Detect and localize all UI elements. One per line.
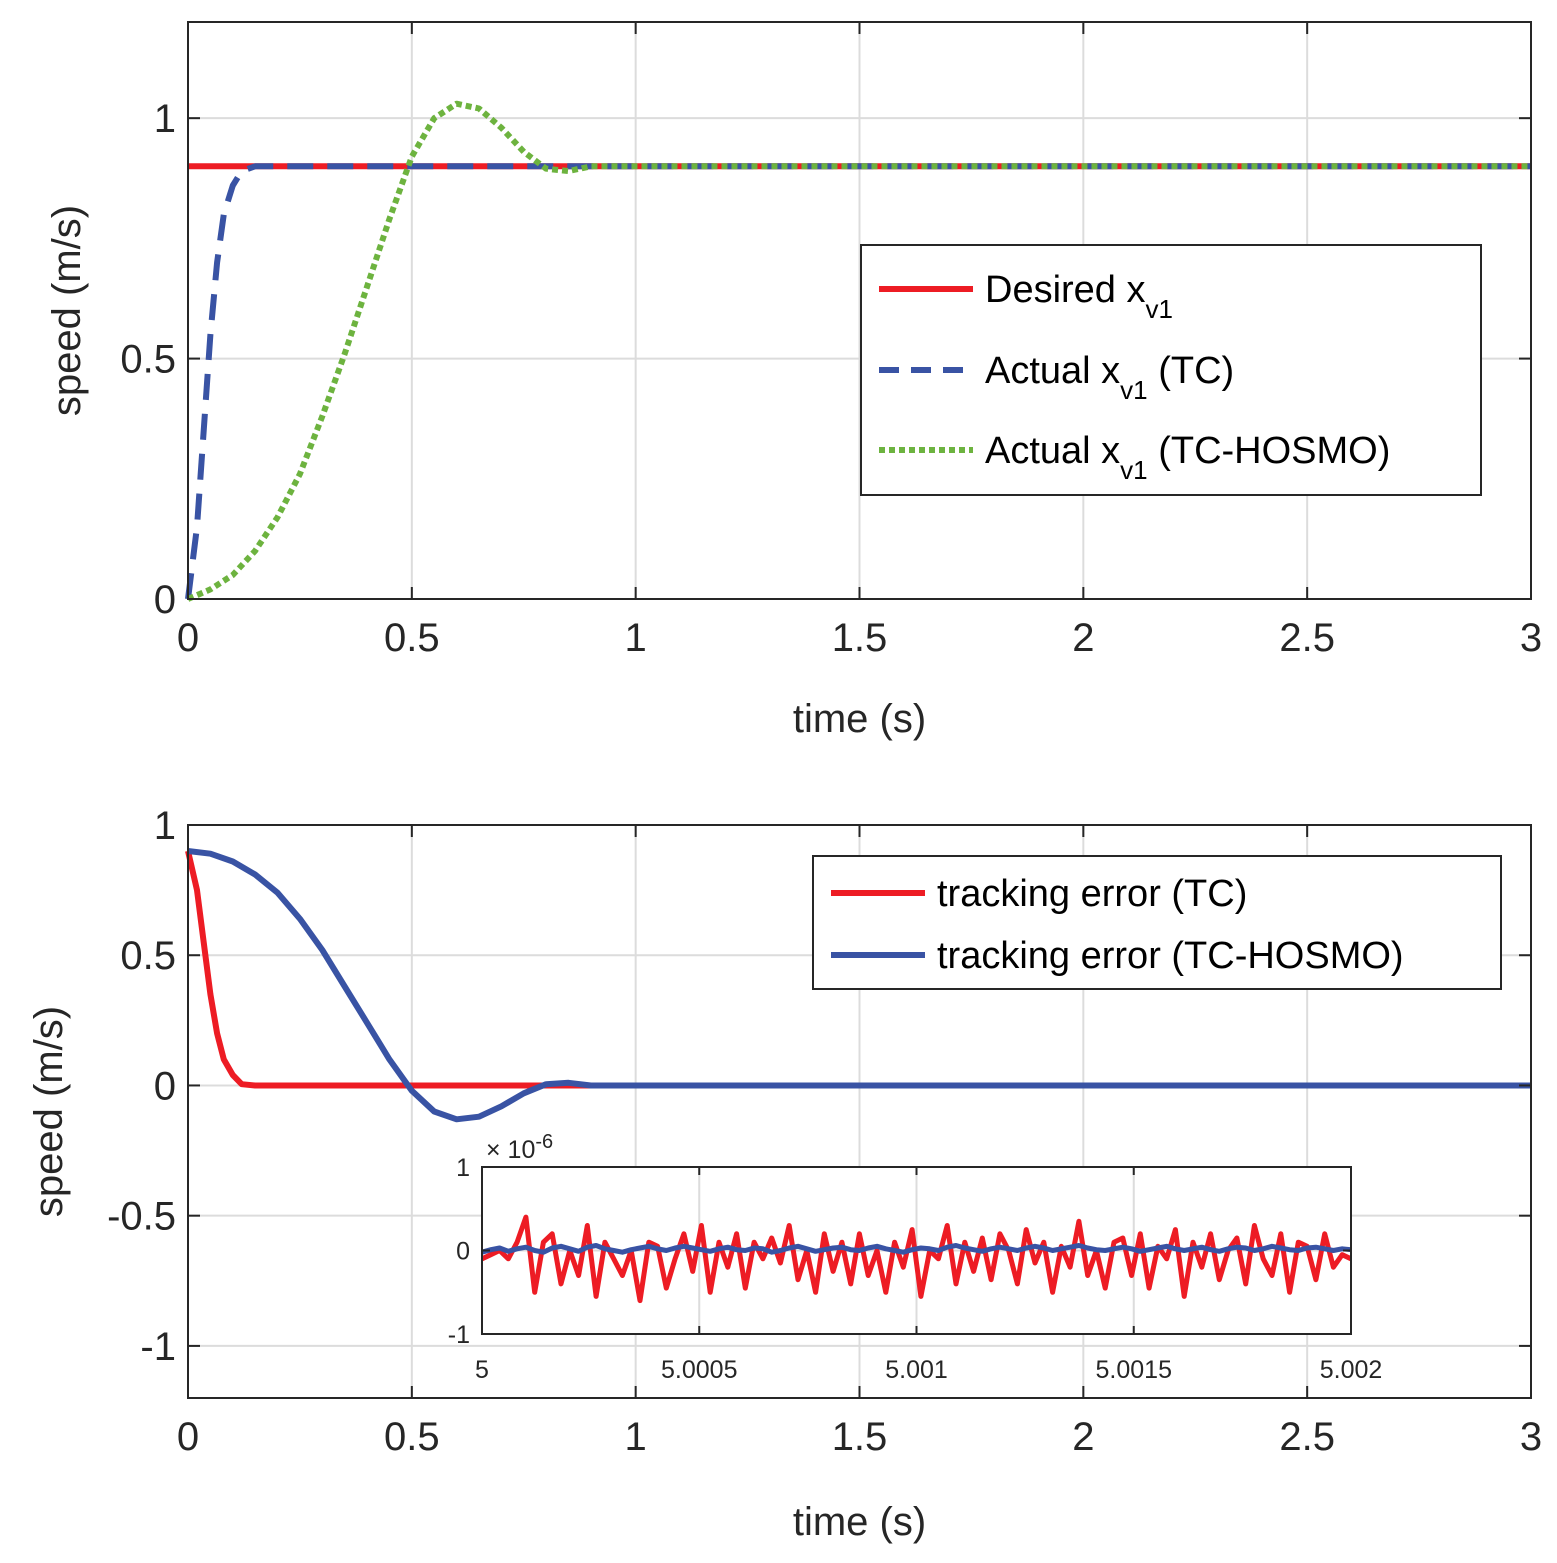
x-tick-label: 0.5 — [384, 616, 440, 660]
x-tick-label: 2 — [1072, 1415, 1094, 1459]
x-tick-label: 1 — [625, 1415, 647, 1459]
x-tick-label: 5.002 — [1320, 1356, 1383, 1384]
legend-label-0: tracking error (TC) — [937, 873, 1247, 915]
x-tick-label: 5.0005 — [661, 1356, 737, 1384]
y-tick-label: -0.5 — [107, 1195, 176, 1239]
series-line-0 — [185, 850, 1531, 1089]
legend: tracking error (TC) tracking error (TC-HO… — [812, 855, 1502, 990]
series-line-1 — [187, 848, 1531, 1123]
axes-top: 0 0.5 1 1.5 2 2.5 3 0 0.5 1 time (s) speed (m/s) Des… — [45, 21, 1542, 741]
y-tick-label: 0.5 — [120, 934, 176, 978]
x-tick-label: 5.0015 — [1096, 1356, 1172, 1384]
legend: Desired xv1 Actual xv1 (TC) Actual xv1 (TC… — [860, 244, 1482, 496]
y-tick-label: -1 — [140, 1325, 176, 1369]
series-line-2 — [186, 100, 1531, 602]
y-tick-label: 1 — [154, 97, 176, 141]
x-axis-label: time (s) — [793, 697, 926, 741]
x-tick-label: 1 — [625, 616, 647, 660]
y-axis-label: speed (m/s) — [45, 205, 89, 416]
x-tick-label: 0.5 — [384, 1415, 440, 1459]
y-tick-label: -1 — [448, 1321, 470, 1349]
series-line-1 — [185, 163, 1531, 600]
inset-series-line-1 — [481, 1243, 1352, 1255]
x-tick-label: 5 — [475, 1356, 489, 1384]
y-tick-label: 0.5 — [120, 338, 176, 382]
x-tick-label: 2.5 — [1279, 616, 1335, 660]
y-tick-label: 1 — [154, 804, 176, 848]
legend-label-0: Desired xv1 — [985, 269, 1173, 324]
x-tick-label: 2.5 — [1279, 1415, 1335, 1459]
x-tick-label: 1.5 — [832, 1415, 888, 1459]
x-tick-label: 3 — [1520, 616, 1542, 660]
y-tick-label: 0 — [154, 1064, 176, 1108]
y-axis-label: speed (m/s) — [27, 1006, 71, 1217]
x-tick-label: 3 — [1520, 1415, 1542, 1459]
y-tick-label: 1 — [456, 1154, 470, 1182]
x-tick-label: 0 — [177, 616, 199, 660]
inset-exponent-label: × 10-6 — [486, 1131, 553, 1164]
legend-label-1: tracking error (TC-HOSMO) — [937, 935, 1404, 977]
y-tick-label: 0 — [456, 1238, 470, 1266]
legend-label-2: Actual xv1 (TC-HOSMO) — [985, 430, 1390, 485]
axes-inset: 5 5.0005 5.001 5.0015 5.002 -1 0 1 × 10-6 — [448, 1131, 1383, 1384]
x-tick-label: 2 — [1072, 616, 1094, 660]
x-tick-label: 5.001 — [885, 1356, 948, 1384]
y-tick-label: 0 — [154, 578, 176, 622]
legend-box — [812, 855, 1502, 990]
x-tick-label: 1.5 — [832, 616, 888, 660]
x-axis-label: time (s) — [793, 1500, 926, 1544]
x-tick-label: 0 — [177, 1415, 199, 1459]
legend-label-1: Actual xv1 (TC) — [985, 350, 1234, 405]
